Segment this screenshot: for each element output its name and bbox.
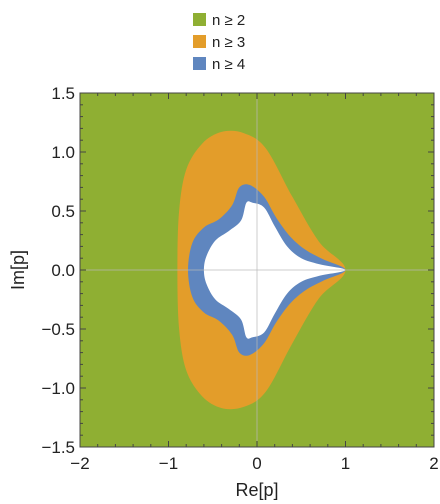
legend: n ≥ 2 n ≥ 3 n ≥ 4	[193, 12, 245, 73]
x-tick-label: −2	[70, 454, 89, 473]
y-tick-label: 1.0	[51, 143, 75, 162]
legend-label: n ≥ 4	[212, 56, 245, 73]
y-tick-label: 1.5	[51, 84, 75, 103]
y-tick-label: 0.0	[51, 261, 75, 280]
x-tick-label: 1	[341, 454, 350, 473]
x-tick-labels: −2 −1 0 1 2	[70, 454, 438, 473]
legend-swatch	[193, 57, 206, 70]
x-tick-label: −1	[159, 454, 178, 473]
legend-item-n-ge-3: n ≥ 3	[193, 34, 245, 51]
legend-label: n ≥ 2	[212, 12, 245, 29]
y-axis-label: Im[p]	[8, 250, 28, 290]
legend-label: n ≥ 3	[212, 34, 245, 51]
y-tick-label: −0.5	[41, 320, 75, 339]
x-tick-label: 2	[429, 454, 438, 473]
origin-gridlines	[80, 93, 434, 447]
y-tick-labels: −1.5 −1.0 −0.5 0.0 0.5 1.0 1.5	[41, 84, 75, 457]
legend-item-n-ge-2: n ≥ 2	[193, 12, 245, 29]
y-tick-label: −1.5	[41, 438, 75, 457]
legend-swatch	[193, 13, 206, 26]
tick-marks	[79, 92, 435, 448]
legend-swatch	[193, 35, 206, 48]
y-tick-label: 0.5	[51, 202, 75, 221]
legend-item-n-ge-4: n ≥ 4	[193, 56, 245, 73]
y-tick-label: −1.0	[41, 379, 75, 398]
x-tick-label: 0	[252, 454, 261, 473]
x-axis-label: Re[p]	[235, 480, 278, 500]
